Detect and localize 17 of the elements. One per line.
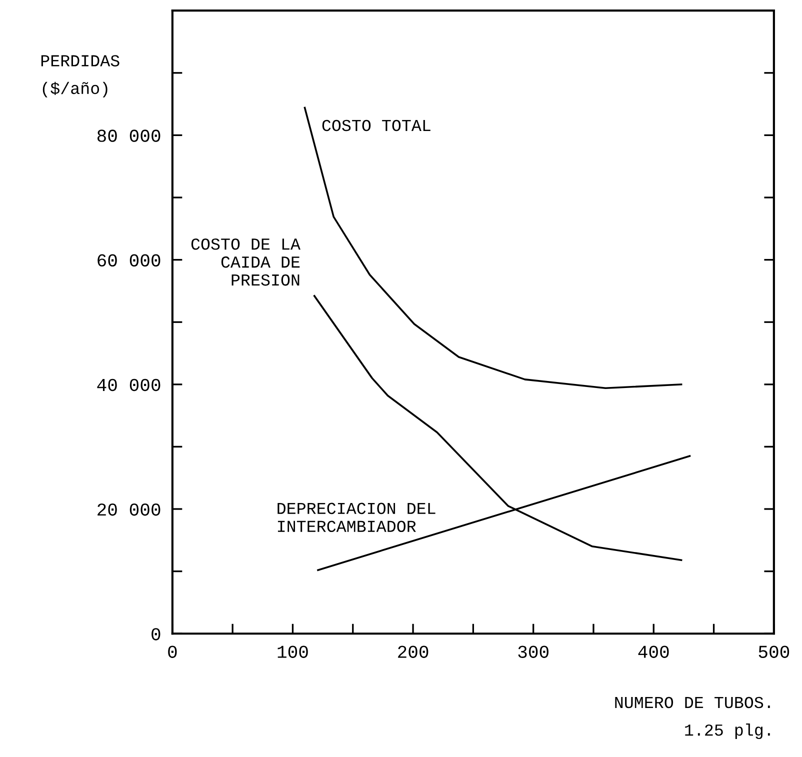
x-tick-label: 0 <box>168 646 177 658</box>
series-label: COSTO DE LA CAIDA DE PRESION <box>191 238 300 286</box>
x-tick-label: 400 <box>638 646 669 658</box>
y-tick-label: 0 <box>152 628 160 640</box>
x-tick-label: 300 <box>518 646 548 658</box>
x-tick-label: 500 <box>758 646 790 658</box>
x-tick-label: 100 <box>278 646 308 658</box>
x-axis-title: NUMERO DE TUBOS. 1.25 plg. <box>615 696 770 740</box>
y-axis-title: PERDIDAS ($/año) <box>41 55 120 98</box>
x-tick-label: 200 <box>398 646 428 658</box>
series-label: COSTO TOTAL <box>322 120 430 132</box>
y-tick-label: 80 000 <box>97 130 160 142</box>
y-tick-label: 40 000 <box>97 378 160 392</box>
series-label: DEPRECIACION DEL INTERCAMBIADOR <box>278 502 436 532</box>
y-tick-label: 20 000 <box>98 503 160 516</box>
y-tick-label: 60 000 <box>98 254 160 267</box>
line-series <box>304 106 682 390</box>
